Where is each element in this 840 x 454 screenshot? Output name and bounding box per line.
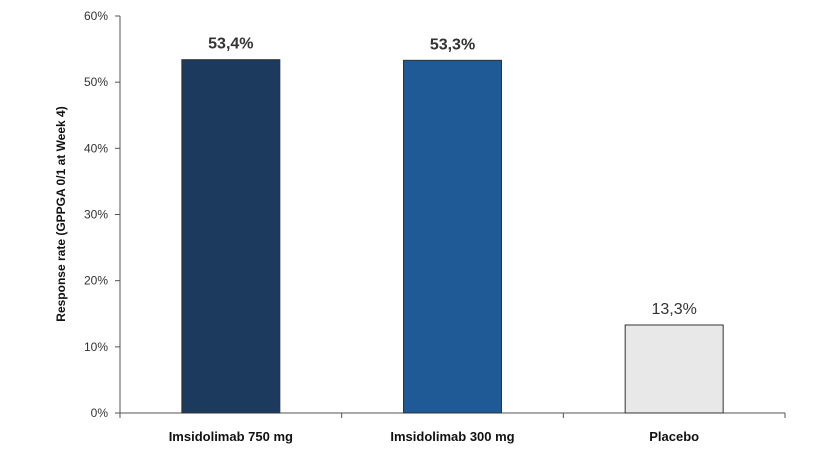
y-tick-label: 40% — [84, 141, 108, 155]
y-tick-label: 50% — [84, 75, 108, 89]
bars — [181, 59, 724, 414]
y-tick-label: 10% — [84, 340, 108, 354]
data-label: 13,3% — [651, 301, 696, 318]
category-label: Imsidolimab 750 mg — [169, 429, 293, 444]
y-tick-label: 20% — [84, 274, 108, 288]
category-label: Imsidolimab 300 mg — [390, 429, 514, 444]
y-tick-label: 60% — [84, 9, 108, 23]
category-label: Placebo — [649, 429, 699, 444]
y-tick-label: 0% — [91, 406, 109, 420]
y-tick-label: 30% — [84, 208, 108, 222]
data-label: 53,4% — [208, 36, 253, 53]
bar-1 — [181, 59, 281, 414]
labels: 53,4% Imsidolimab 750 mg 53,3% Imsidolimab … — [169, 36, 699, 444]
bar-2 — [403, 59, 502, 414]
y-axis-label: Response rate (GPPGA 0/1 at Week 4) — [54, 106, 68, 321]
bar-3 — [624, 324, 724, 414]
data-label: 53,3% — [430, 36, 475, 53]
